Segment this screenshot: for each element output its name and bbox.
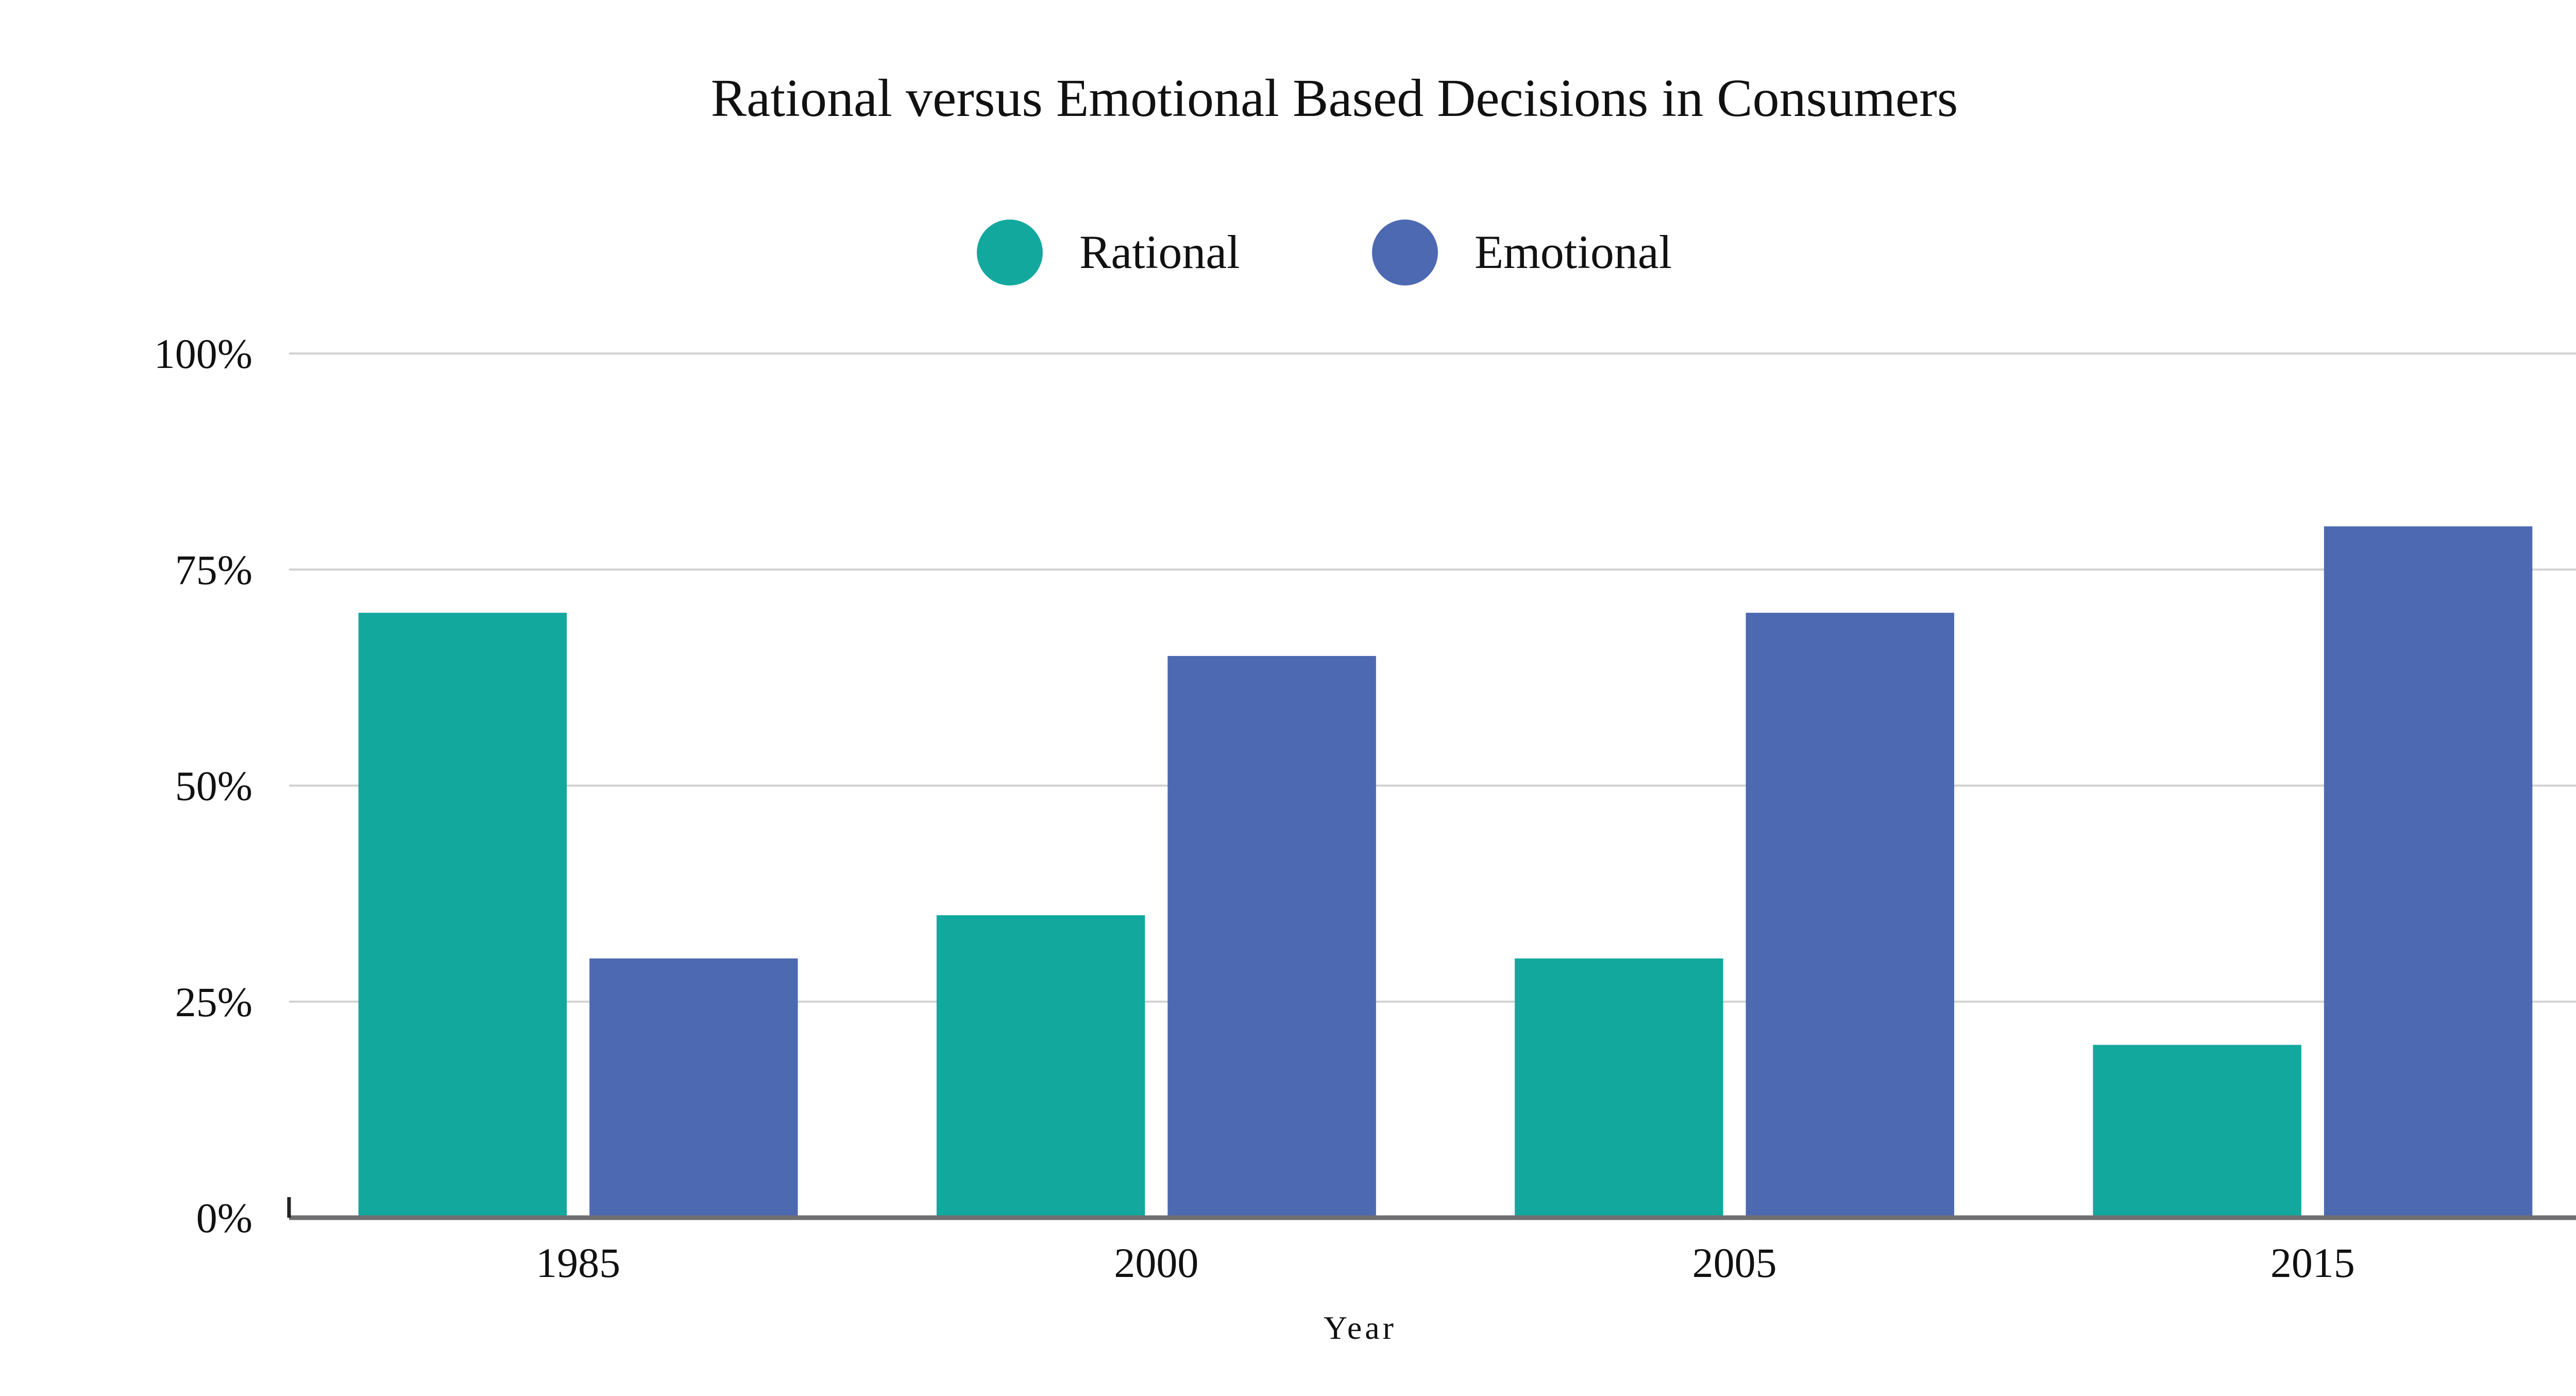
x-tick-label: 2005	[1692, 1239, 1777, 1286]
legend-item-rational: Rational	[977, 220, 1240, 285]
bar-rational-2015	[2093, 1045, 2301, 1218]
legend: Rational Emotional	[977, 220, 1672, 285]
bar-rational-1985	[358, 613, 567, 1218]
bar-emotional-1985	[589, 958, 798, 1218]
x-axis-title: Year	[1324, 1309, 1397, 1346]
bar-rational-2005	[1515, 958, 1723, 1218]
bar-emotional-2005	[1745, 613, 1955, 1218]
bars	[358, 526, 2533, 1218]
y-tick-label: 25%	[175, 979, 252, 1025]
x-tick-label: 2015	[2270, 1239, 2355, 1286]
legend-label: Emotional	[1475, 226, 1672, 278]
legend-swatch-icon	[977, 220, 1043, 285]
y-tick-label: 0%	[196, 1195, 252, 1241]
bar-emotional-2000	[1167, 655, 1376, 1218]
bar-rational-2000	[936, 915, 1145, 1218]
bar-emotional-2015	[2324, 526, 2533, 1218]
x-tick-label: 2000	[1114, 1239, 1198, 1286]
legend-swatch-icon	[1372, 220, 1438, 285]
y-tick-label: 50%	[175, 763, 252, 810]
y-tick-label: 75%	[175, 546, 252, 593]
y-axis-tick-labels: 0% 25% 50% 75% 100%	[154, 330, 252, 1241]
y-tick-label: 100%	[154, 330, 252, 377]
legend-label: Rational	[1079, 226, 1240, 278]
x-tick-label: 1985	[536, 1239, 620, 1286]
legend-item-emotional: Emotional	[1372, 220, 1672, 285]
chart-title: Rational versus Emotional Based Decision…	[711, 69, 1958, 128]
x-axis-tick-labels: 1985 2000 2005 2015	[536, 1239, 2355, 1286]
